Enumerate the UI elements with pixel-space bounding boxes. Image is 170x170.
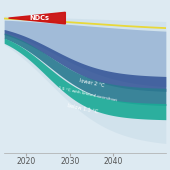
Text: lower 2 °C: lower 2 °C <box>79 78 105 88</box>
Text: NDCs: NDCs <box>29 14 49 21</box>
Text: 1.5 °C with limited overshoot: 1.5 °C with limited overshoot <box>57 87 117 103</box>
Text: below 1.5 °C: below 1.5 °C <box>67 103 99 114</box>
Polygon shape <box>8 12 65 24</box>
